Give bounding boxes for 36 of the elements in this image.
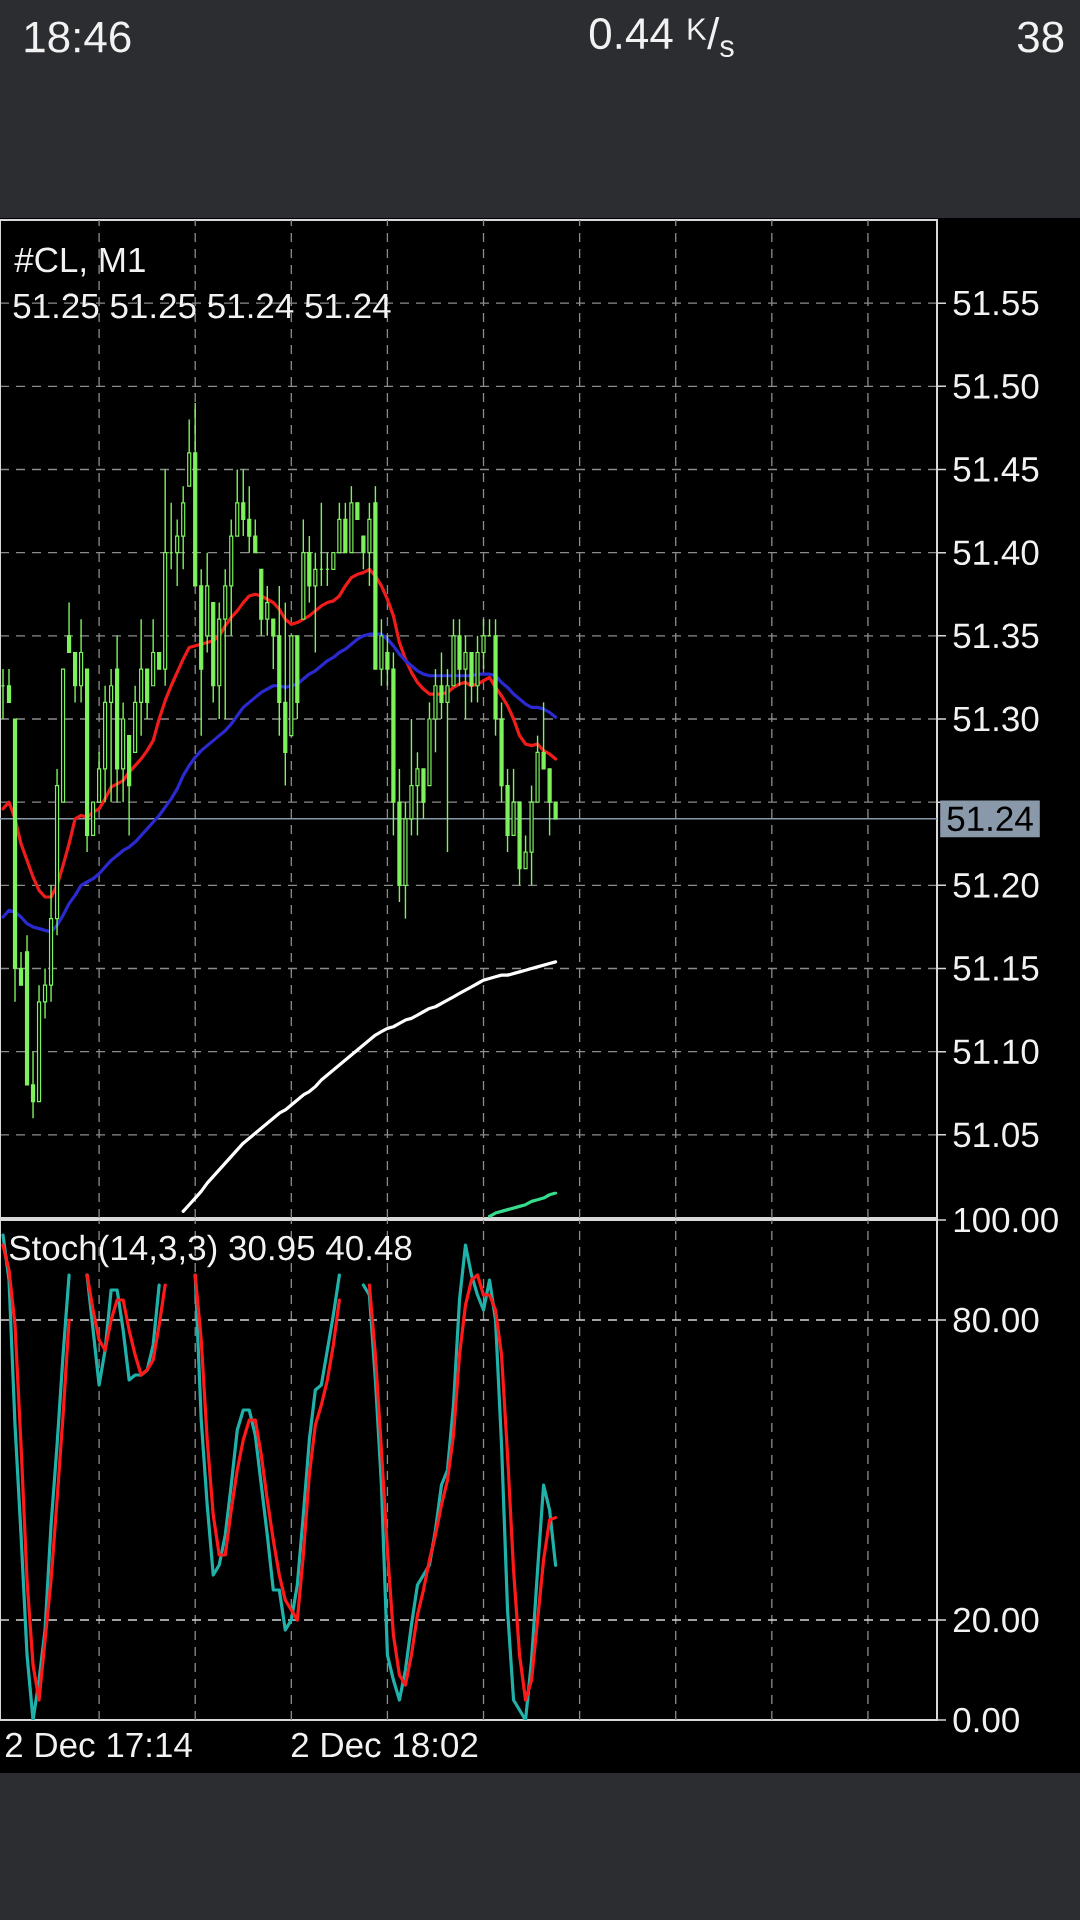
candlestick bbox=[66, 601, 72, 654]
y-tick-label: 51.15 bbox=[953, 956, 1039, 981]
candlestick bbox=[265, 585, 270, 637]
candlestick bbox=[109, 668, 114, 803]
y-tick-label: 51.30 bbox=[953, 706, 1039, 732]
candlestick bbox=[247, 485, 252, 554]
y-tick-label: 51.50 bbox=[953, 373, 1039, 399]
text: #CL, M1 bbox=[14, 247, 145, 277]
text: 2 Dec 17:14 bbox=[5, 1732, 192, 1758]
candlestick bbox=[42, 967, 48, 1020]
ref-line-label: 51.24 bbox=[947, 806, 1033, 832]
candlestick bbox=[253, 518, 258, 554]
y-tick-label: 20.00 bbox=[953, 1607, 1039, 1633]
candlestick bbox=[241, 468, 246, 537]
y-tick-label: 51.10 bbox=[953, 1039, 1039, 1065]
y-tick-label: 80.00 bbox=[953, 1307, 1039, 1333]
chart-title: Stoch(14,3,3) 30.95 40.48 bbox=[9, 1234, 412, 1268]
text: 0.44 $^{K}$/$_{s}$ bbox=[589, 16, 734, 58]
y-tick-label: 51.35 bbox=[953, 623, 1039, 649]
candlestick bbox=[18, 951, 24, 986]
y-tick-label: 100.00 bbox=[954, 1207, 1058, 1233]
text: 38 bbox=[1017, 21, 1064, 53]
candlestick bbox=[175, 518, 180, 587]
y-tick-label: 51.05 bbox=[953, 1122, 1039, 1148]
candlestick bbox=[30, 1050, 36, 1119]
y-tick-label: 0.00 bbox=[953, 1707, 1019, 1733]
y-tick-label: 51.40 bbox=[953, 540, 1039, 566]
y-tick-label: 51.45 bbox=[953, 457, 1039, 482]
text: 51.25 51.25 51.24 51.24 bbox=[13, 293, 391, 319]
candlestick bbox=[313, 551, 318, 654]
text: 2 Dec 18:02 bbox=[291, 1732, 478, 1758]
candlestick bbox=[6, 668, 12, 704]
candlestick bbox=[271, 618, 276, 670]
text: 18:46 bbox=[25, 21, 131, 53]
y-tick-label: 51.55 bbox=[953, 290, 1039, 316]
y-tick-label: 51.20 bbox=[953, 872, 1039, 898]
